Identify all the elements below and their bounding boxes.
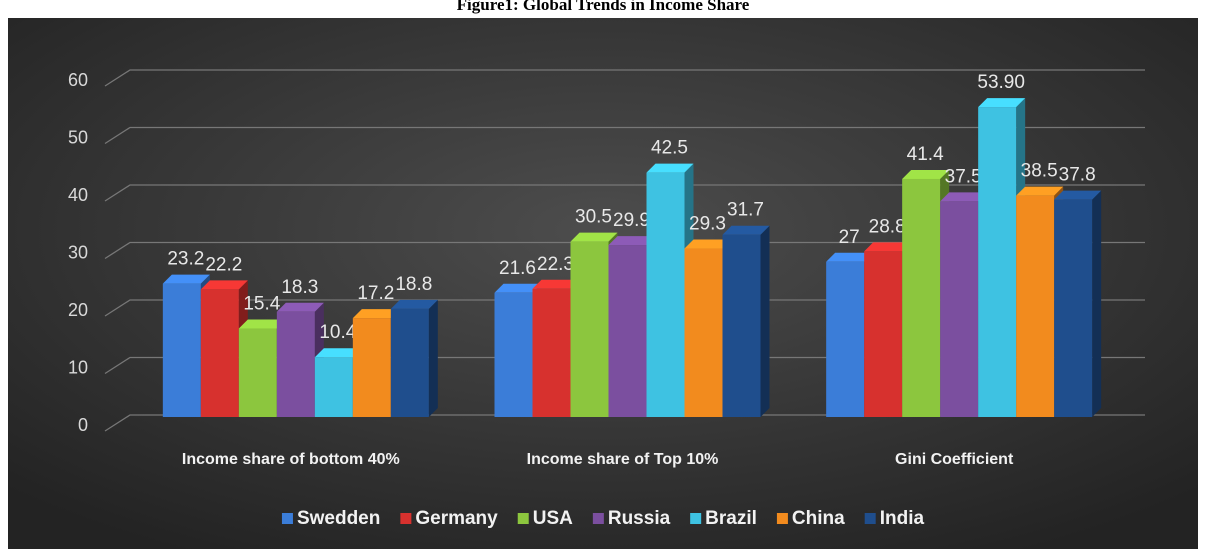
bar-top [200,280,248,290]
legend-swatch [776,513,788,524]
bar [162,283,201,417]
bar [1054,199,1093,417]
legend-swatch [400,513,412,524]
value-label: 41.4 [907,144,944,165]
bar [826,261,865,417]
bar [978,107,1017,417]
value-label: 42.5 [651,138,688,159]
y-tick-label: 20 [68,300,88,320]
bar [532,288,571,417]
value-label: 22.3 [537,254,574,275]
bar [902,178,941,417]
bar-top [276,302,324,312]
bar [684,248,723,417]
bar-top [902,169,950,179]
y-tick-label: 0 [78,415,88,435]
grid-line [104,126,1145,145]
bar [494,292,533,417]
bar-top [978,98,1026,108]
legend-swatch [690,513,702,524]
y-tick-label: 50 [68,127,88,147]
grid-line [104,356,1145,375]
chart-title: Figure1: Global Trends in Income Share [457,0,750,14]
value-label: 37.8 [1059,165,1096,186]
bar-top [864,242,912,252]
legend-swatch [592,513,604,524]
bar [352,318,391,417]
legend-label: Brazil [705,508,757,529]
grid-line [104,69,1145,87]
bar-top [608,236,656,246]
value-label: 18.3 [281,277,318,298]
legend-label: India [880,508,925,529]
bar [570,241,609,417]
bar [940,201,979,417]
value-label: 37.5 [945,166,982,187]
bar-top [570,232,618,242]
legend-label: USA [533,508,573,529]
bar-top [390,299,438,309]
bar-side [760,225,770,417]
legend-label: Germany [415,508,498,529]
grid-line [104,241,1145,260]
bar [200,289,239,417]
value-label: 21.6 [499,258,536,279]
bar-side [1092,190,1102,417]
legend-swatch [517,513,529,524]
value-label: 30.5 [575,207,612,228]
legend-label: Swedden [297,508,380,529]
bar-top [314,348,362,358]
bar-side [428,299,438,417]
value-label: 17.2 [357,283,394,304]
legend-swatch [864,513,876,524]
legend-label: Russia [608,508,671,529]
bar-top [684,239,732,249]
bar [722,234,761,417]
value-label: 28.8 [869,216,906,237]
value-label: 29.3 [689,214,726,235]
bar [608,245,647,417]
value-label: 31.7 [727,200,764,221]
x-tick-label: Income share of bottom 40% [182,451,400,468]
grid-line [104,184,1145,202]
bar-top [646,163,694,173]
y-tick-label: 30 [68,242,88,262]
value-label: 27 [839,227,860,248]
value-label: 10.4 [319,322,356,343]
value-label: 22.2 [205,254,242,275]
value-label: 18.8 [395,274,432,295]
bar [1016,195,1055,417]
bar-top [238,319,286,329]
legend-label: China [792,508,845,529]
bar-top [532,279,580,289]
y-tick-label: 40 [68,185,88,205]
bar-top [826,252,874,262]
bar [864,251,903,417]
y-tick-label: 60 [68,70,88,90]
bar-top [940,192,988,202]
bar-top [494,283,542,293]
value-label: 29.9 [613,210,650,231]
legend-swatch [281,513,293,524]
value-label: 23.2 [167,249,204,270]
grid-line [104,299,1145,317]
x-tick-label: Gini Coefficient [895,451,1014,468]
bar-top [1016,186,1064,196]
grid-line [104,414,1145,432]
y-tick-label: 10 [68,357,88,377]
bar [276,311,315,417]
bar [314,357,353,417]
bar-top [352,309,400,319]
bar [390,308,429,417]
value-label: 15.4 [243,293,280,314]
bar-top [162,274,210,284]
bar-top [1054,190,1102,200]
bar-top [722,225,770,235]
bar [238,328,277,417]
value-label: 53.90 [977,72,1025,93]
bar [646,172,685,417]
x-tick-label: Income share of Top 10% [527,451,719,468]
value-label: 38.5 [1021,161,1058,182]
